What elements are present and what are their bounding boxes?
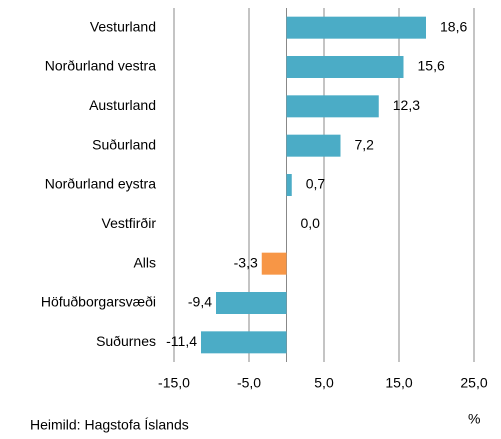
value-label: -3,3 bbox=[234, 254, 258, 270]
value-label: -9,4 bbox=[188, 294, 212, 310]
y-tick-label: Austurland bbox=[89, 97, 156, 113]
x-tick-label: 5,0 bbox=[314, 375, 334, 391]
y-tick-label: Vesturland bbox=[90, 18, 156, 34]
value-label: 18,6 bbox=[440, 18, 467, 34]
y-tick-label: Norðurland eystra bbox=[45, 176, 156, 192]
y-tick-label: Höfuðborgarsvæði bbox=[41, 294, 156, 310]
source: Heimild: Hagstofa Íslands bbox=[30, 417, 189, 433]
value-label: -11,4 bbox=[166, 333, 197, 349]
bar bbox=[216, 292, 287, 314]
y-tick-label: Suðurland bbox=[92, 136, 156, 152]
bar bbox=[286, 134, 341, 157]
bar bbox=[286, 95, 379, 118]
y-tick-label: Norðurland vestra bbox=[45, 58, 156, 74]
x-tick-label: -5,0 bbox=[237, 375, 261, 391]
value-label: 0,0 bbox=[301, 215, 321, 231]
unit-label: % bbox=[468, 411, 480, 427]
y-tick-label: Alls bbox=[133, 254, 156, 270]
bar bbox=[286, 16, 426, 39]
x-tick-label: 25,0 bbox=[460, 375, 487, 391]
value-label: 12,3 bbox=[393, 97, 420, 113]
bar bbox=[286, 174, 292, 196]
bar bbox=[286, 56, 404, 78]
x-tick-label: -15,0 bbox=[158, 375, 190, 391]
bar bbox=[261, 252, 287, 275]
y-tick-label: Suðurnes bbox=[96, 333, 156, 349]
bar bbox=[201, 331, 287, 354]
y-tick-label: Vestfirðir bbox=[102, 215, 157, 231]
value-label: 0,7 bbox=[306, 176, 326, 192]
x-tick-label: 15,0 bbox=[385, 375, 412, 391]
value-label: 7,2 bbox=[355, 136, 375, 152]
value-label: 15,6 bbox=[418, 58, 445, 74]
